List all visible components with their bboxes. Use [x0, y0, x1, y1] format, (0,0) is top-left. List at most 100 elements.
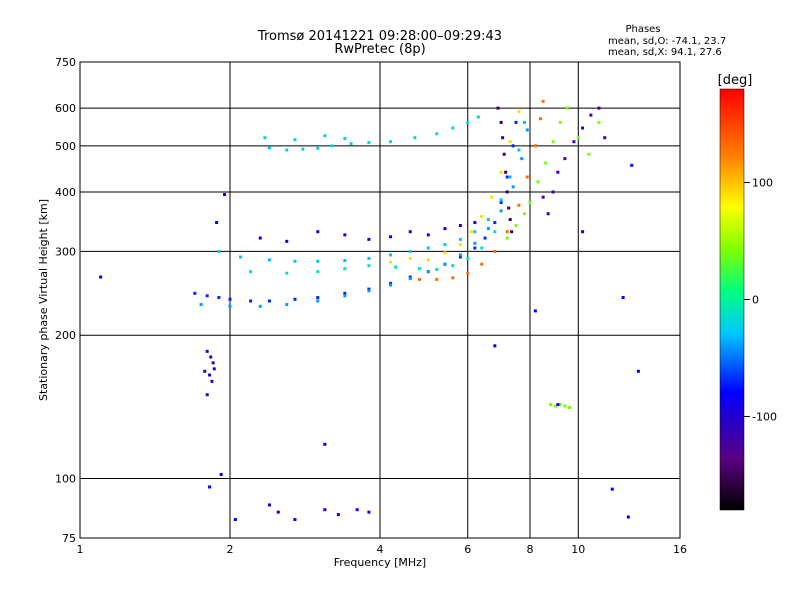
data-point: [510, 230, 514, 234]
data-point: [208, 373, 212, 377]
data-point: [558, 403, 562, 407]
data-point: [499, 201, 503, 205]
data-point: [514, 224, 518, 228]
data-point: [417, 277, 421, 281]
data-point: [458, 224, 462, 228]
y-tick-label: 400: [55, 186, 76, 199]
data-point: [505, 236, 509, 240]
data-point: [556, 170, 560, 174]
x-tick-label: 1: [77, 543, 84, 556]
data-point: [490, 195, 494, 199]
data-point: [480, 246, 484, 250]
y-axis-label: Stationary phase Virtual Height [km]: [37, 199, 50, 401]
data-point: [223, 193, 227, 197]
y-tick-label: 750: [55, 56, 76, 69]
data-point: [443, 243, 447, 247]
chart-title: Tromsø 20141221 09:28:00–09:29:43: [257, 29, 502, 44]
data-point: [323, 442, 327, 446]
data-point: [520, 157, 524, 161]
data-point: [99, 275, 103, 279]
data-point: [511, 144, 515, 148]
data-point: [285, 148, 289, 152]
data-point: [367, 264, 371, 268]
data-point: [556, 403, 560, 407]
data-point: [493, 230, 497, 234]
data-point: [215, 221, 219, 225]
data-point: [343, 291, 347, 295]
data-point: [426, 258, 430, 262]
data-point: [316, 270, 320, 274]
data-point: [480, 262, 484, 266]
y-tick-label: 300: [55, 245, 76, 258]
data-point: [486, 218, 490, 222]
data-point: [209, 355, 213, 359]
data-point: [544, 161, 548, 165]
data-point: [316, 259, 320, 263]
data-point: [630, 163, 634, 167]
data-points: [99, 99, 640, 522]
data-point: [285, 303, 289, 307]
data-point: [514, 120, 518, 124]
data-point: [533, 309, 537, 313]
data-point: [525, 128, 529, 132]
data-point: [343, 233, 347, 237]
x-tick-label: 6: [464, 543, 471, 556]
stats-line-o: mean, sd,O: -74.1, 23.7: [608, 36, 726, 47]
data-point: [228, 297, 232, 301]
data-point: [504, 170, 508, 174]
colorbar-tick-label: 100: [752, 177, 773, 190]
data-point: [597, 120, 601, 124]
data-point: [301, 147, 305, 151]
data-point: [205, 349, 209, 353]
data-point: [458, 237, 462, 241]
data-point: [499, 209, 503, 213]
data-point: [589, 113, 593, 117]
data-point: [480, 215, 484, 219]
data-point: [473, 221, 477, 225]
data-point: [367, 237, 371, 241]
data-point: [211, 361, 215, 365]
data-point: [517, 110, 521, 114]
data-point: [389, 140, 393, 144]
data-point: [587, 152, 591, 156]
data-point: [476, 115, 480, 119]
data-point: [493, 221, 497, 225]
data-point: [551, 140, 555, 144]
data-point: [408, 256, 412, 260]
data-point: [546, 212, 550, 216]
data-point: [483, 236, 487, 240]
data-point: [473, 246, 477, 250]
data-point: [458, 253, 462, 257]
data-point: [517, 148, 521, 152]
data-point: [508, 140, 512, 144]
plot-frame: [79, 61, 681, 539]
data-point: [343, 294, 347, 298]
x-axis-label: Frequency [MHz]: [334, 556, 426, 569]
data-point: [597, 106, 601, 110]
data-point: [541, 195, 545, 199]
data-point: [486, 227, 490, 231]
data-point: [563, 404, 567, 408]
colorbar-tick-label: -100: [752, 410, 777, 423]
data-point: [443, 227, 447, 231]
data-point: [330, 144, 334, 148]
data-point: [212, 367, 216, 371]
data-point: [285, 271, 289, 275]
data-point: [469, 230, 473, 234]
data-point: [293, 297, 297, 301]
data-point: [249, 299, 253, 303]
data-point: [507, 206, 511, 210]
data-point: [443, 262, 447, 266]
data-point: [466, 120, 470, 124]
data-point: [323, 134, 327, 138]
data-point: [451, 276, 455, 280]
colorbar: [719, 88, 745, 511]
data-point: [217, 296, 221, 300]
data-point: [389, 235, 393, 239]
data-point: [576, 136, 580, 140]
data-point: [228, 304, 232, 308]
data-point: [603, 136, 607, 140]
data-point: [517, 203, 521, 207]
data-point: [563, 157, 567, 161]
